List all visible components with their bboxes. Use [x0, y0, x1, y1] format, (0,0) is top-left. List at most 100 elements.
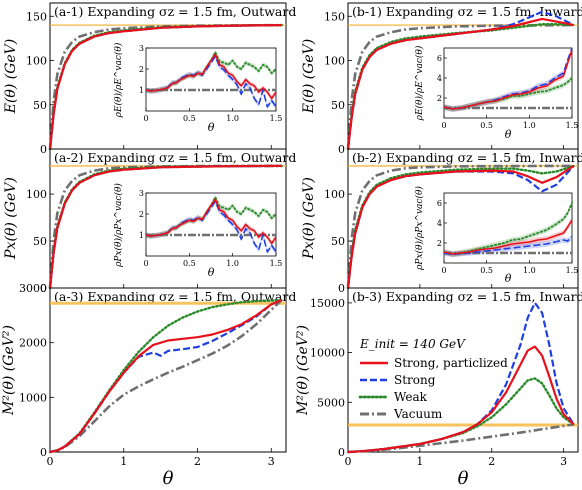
panel-a3-xtick-label: 0	[47, 455, 54, 468]
panel-a3-title: (a-3) Expanding σz = 1.5 fm, Outward	[54, 289, 296, 304]
panel-a3-plot	[48, 298, 286, 454]
legend-items: Strong, particlized Strong Weak Vacuum	[358, 356, 508, 421]
panel-a2-inset-xlabel: θ	[208, 266, 215, 279]
panel-a1-inset-xtick-label: 1.0	[226, 114, 239, 123]
panel-b2-inset-ytick-label: 4	[437, 219, 442, 228]
panel-b1-inset-ytick-label: 4	[437, 74, 442, 83]
x-axis-label-right: θ	[458, 468, 469, 489]
panel-a3-xtick-label: 1	[120, 455, 127, 468]
panel-b3-ytick-label: 15000	[310, 297, 345, 310]
panel-a3-curve-strong-particlized	[49, 298, 283, 454]
panel-b2-curve-vacuum	[346, 164, 574, 289]
legend: E_init = 140 GeV Strong, particlized Stro…	[358, 337, 508, 421]
panel-a1-inset-frame	[145, 47, 277, 112]
panel-a3-ylabel: M²(θ) (GeV²)	[1, 325, 17, 416]
panel-a1-inset-plot	[145, 49, 277, 110]
panel-b2-inset-xlabel: θ	[505, 272, 512, 285]
panel-b1-inset-ytick-label: 2	[437, 94, 442, 103]
panel-b2-inset-xtick-label: 1.0	[523, 266, 536, 275]
panel-b1-ytick-label: 0	[338, 143, 345, 156]
panel-a1-inset-xlabel: θ	[208, 121, 215, 134]
legend-label-vacuum: Vacuum	[393, 407, 443, 421]
panel-b3-xtick-label: 2	[488, 455, 495, 468]
panel-a2-inset-band-weak	[146, 194, 276, 239]
panel-a3: (a-3) Expanding σz = 1.5 fm, Outward M²(…	[1, 282, 296, 468]
panel-b1-inset-band-strong-particlized	[444, 48, 572, 112]
panel-a2: (a-2) Expanding σz = 1.5 fm, Outward Px(…	[3, 148, 296, 295]
panel-a2-ytick-label: 100	[26, 188, 47, 201]
panel-a1-ytick-label: 100	[26, 55, 47, 68]
panel-b3-plot	[346, 301, 578, 454]
panel-a2-inset-ylabel: ρPx(θ)/ρPx^vac(θ)	[113, 183, 124, 268]
panel-b1-inset-xlabel: θ	[505, 128, 512, 141]
panel-b1-ytick-label: 100	[324, 55, 345, 68]
panel-a3-ytick-label: 2000	[19, 337, 47, 350]
panel-a1-inset-ytick-label: 1	[139, 86, 144, 95]
panel-b1-curve-strong-particlized	[346, 17, 574, 150]
panel-b3-xtick-label: 0	[345, 455, 352, 468]
panel-b1-title: (b-1) Expanding σz = 1.5 fm, Inward	[352, 4, 582, 19]
panel-a2-curve-strong-particlized	[48, 164, 282, 289]
panel-b2-inset-xtick-label: 0	[441, 266, 446, 275]
panel-a2-inset-xtick-label: 0	[143, 259, 148, 268]
panel-a1-inset-band-weak	[146, 49, 276, 94]
panel-b1-inset-plot	[443, 47, 573, 112]
panel-a1-inset-xtick-label: 1.5	[270, 114, 283, 123]
panel-a2-inset-curve-strong-particlized	[145, 198, 277, 245]
panel-b2-inset-plot	[443, 200, 573, 258]
panel-b2-curve-strong-particlized	[346, 164, 575, 289]
panel-a1-plot	[48, 23, 286, 151]
panel-a2-inset-frame	[145, 192, 277, 257]
panel-a1-inset-ylabel: ρE(θ)/ρE^vac(θ)	[113, 42, 124, 118]
legend-label-strong-particlized: Strong, particlized	[394, 356, 508, 370]
panel-a2-ytick-label: 0	[40, 282, 47, 295]
panel-b3-ytick-label: 10000	[310, 347, 345, 360]
panel-a2-inset: ρPx(θ)/ρPx^vac(θ) θ 1 2 3 0 0.5 1.0 1.5	[113, 183, 282, 279]
panel-b1-ytick-label: 150	[324, 10, 345, 23]
panel-b1-ytick-label: 50	[331, 99, 345, 112]
panel-b2-inset-curve-strong-particlized	[443, 219, 573, 255]
legend-label-strong: Strong	[394, 373, 436, 387]
panel-b1-plot	[346, 10, 578, 151]
panel-a3-xtick-label: 3	[268, 455, 275, 468]
panel-b1-inset-xtick-label: 1.0	[523, 121, 536, 130]
panel-b1-curve-vacuum	[346, 23, 574, 150]
panel-b3-ytick-label: 5000	[317, 396, 345, 409]
panel-b2-inset-xtick-label: 0.5	[480, 266, 493, 275]
panel-b2-inset-curve-strong	[443, 236, 573, 256]
panel-a1-inset-ticks: 1 2 3 0 0.5 1.0 1.5	[139, 44, 282, 123]
panel-b3-ylabel: M²(θ) (GeV²)	[295, 325, 311, 416]
panel-b2-inset-ylabel: ρPx(θ)/ρPx^vac(θ)	[414, 186, 425, 271]
panel-b1-inset-band-weak	[444, 75, 572, 112]
panel-b2-ytick-label: 50	[331, 235, 345, 248]
panel-b2-ticks: 0 50 100	[324, 188, 565, 295]
panel-a1-ytick-label: 0	[40, 143, 47, 156]
panel-b3-title: (b-3) Expanding σz = 1.5 fm, Inward	[352, 289, 582, 304]
panel-a1-title: (a-1) Expanding σz = 1.5 fm, Outward	[54, 4, 296, 19]
panel-a1-curve-strong-particlized	[48, 24, 282, 150]
legend-title: E_init = 140 GeV	[359, 337, 466, 351]
panel-a1-inset: ρE(θ)/ρE^vac(θ) θ 1 2 3 0 0.5 1.0 1.5	[113, 42, 282, 134]
panel-b2-title: (b-2) Expanding σz = 1.5 fm, Inward	[352, 150, 582, 165]
panel-b3-xtick-label: 1	[416, 455, 423, 468]
panel-b3-frame	[347, 287, 579, 453]
panel-a1-inset-ytick-label: 3	[139, 44, 144, 53]
panel-b2-inset-ytick-label: 2	[437, 239, 442, 248]
panel-a2-inset-xtick-label: 1.0	[226, 259, 239, 268]
panel-b2-plot	[346, 164, 578, 290]
panel-a3-ytick-label: 3000	[19, 282, 47, 295]
panel-b1-inset-xtick-label: 0	[441, 121, 446, 130]
panel-a1-ylabel: E(θ) (GeV)	[3, 39, 19, 115]
panel-a3-frame	[49, 287, 287, 453]
panel-a2-inset-ytick-label: 3	[139, 189, 144, 198]
panel-b1: (b-1) Expanding σz = 1.5 fm, Inward E(θ)…	[301, 2, 582, 156]
panel-a2-inset-xtick-label: 0.5	[183, 259, 196, 268]
panel-a2-title: (a-2) Expanding σz = 1.5 fm, Outward	[54, 150, 296, 165]
panel-a3-ytick-label: 1000	[19, 391, 47, 404]
panel-a2-inset-plot	[145, 194, 277, 255]
panel-b3-curve-vacuum	[347, 423, 574, 454]
panel-a2-inset-ytick-label: 1	[139, 231, 144, 240]
panel-b3-curve-strong-particlized	[347, 345, 575, 454]
